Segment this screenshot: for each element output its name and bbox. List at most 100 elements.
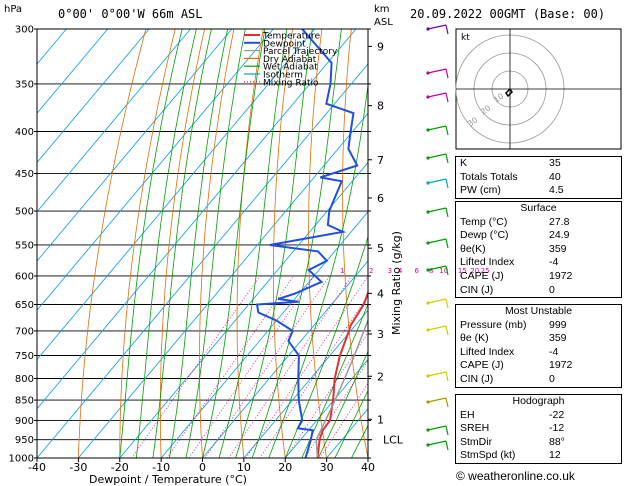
- axes: 1 2 3 4 6 8 10 15 20 2530035040045050055060065070…: [9, 25, 490, 475]
- wind-barb-flag: [445, 425, 449, 436]
- hodo-row: EH -22: [460, 408, 565, 421]
- surface-row: Dewp (°C) 24.9: [460, 229, 570, 242]
- wind-barbs: [426, 24, 449, 451]
- wet-adiabat: [334, 389, 368, 458]
- wind-barb-flag: [445, 238, 449, 249]
- pressure-tick-label: 800: [15, 374, 34, 385]
- surface-table: Surface Temp (°C) 27.8 Dewp (°C) 24.9 θe(K…: [455, 201, 622, 299]
- mu-row: Pressure (mb) 999: [460, 318, 567, 331]
- wind-barb: [427, 207, 447, 213]
- wind-barb-flag: [445, 24, 449, 35]
- x-tick-label: 20: [278, 461, 292, 474]
- index-row: K 35: [460, 157, 561, 169]
- mixing-ratio-label: 4: [398, 267, 403, 275]
- pressure-tick-label: 300: [15, 25, 34, 36]
- wet-adiabat: [284, 235, 368, 458]
- wind-barb-base: [426, 328, 430, 332]
- mixing-ratio-line: [228, 275, 353, 458]
- wet-adiabat: [268, 82, 368, 458]
- wind-barb: [427, 397, 447, 403]
- mixing-ratio-label: 1: [340, 267, 344, 275]
- mixing-ratio-line: [166, 275, 294, 458]
- legend-label: Wet Adiabat: [263, 63, 318, 73]
- wind-barb-flag: [445, 397, 449, 408]
- most-unstable-title: Most Unstable: [504, 305, 573, 317]
- pressure-tick-label: 900: [15, 416, 34, 427]
- hodo-row: SREH -12: [460, 422, 565, 435]
- mu-row: θe (K) 359: [460, 332, 567, 345]
- wind-barb-base: [426, 443, 430, 447]
- x-tick-label: -20: [111, 461, 129, 474]
- wet-adiabat: [135, 29, 197, 458]
- legend-label: Parcel Trajectory: [263, 47, 338, 57]
- km-tick-label: 4: [377, 287, 384, 300]
- wind-barb: [427, 298, 447, 304]
- km-tick-label: 7: [377, 154, 384, 167]
- location-header: 0°00' 0°00'W 66m ASL: [58, 7, 203, 21]
- wind-barb-base: [426, 181, 430, 185]
- y-axis-right-title: Mixing Ratio (g/kg): [390, 231, 403, 335]
- wind-barb-flag: [445, 92, 449, 103]
- credit-text: © weatheronline.co.uk: [456, 469, 575, 483]
- wet-adiabat: [152, 29, 212, 458]
- dry-adiabat: [199, 29, 235, 458]
- km-tick-label: 1: [377, 413, 384, 426]
- x-tick-label: 40: [361, 461, 375, 474]
- wind-barb-flag: [445, 153, 449, 164]
- isotherm-line: [243, 309, 368, 458]
- legend-label: Temperature: [262, 32, 320, 42]
- mixing-ratio-label: 10: [439, 267, 448, 275]
- pressure-tick-label: 500: [15, 207, 34, 218]
- wind-barb-base: [426, 210, 430, 214]
- indices-table: K 35 Totals Totals 40 PW (cm) 4.5: [455, 156, 622, 199]
- pressure-tick-label: 350: [15, 79, 34, 90]
- surface-title: Surface: [520, 202, 557, 214]
- surface-row: Temp (°C) 27.8: [460, 215, 570, 228]
- wind-barb-flag: [445, 298, 449, 309]
- hpa-label: hPa: [4, 4, 22, 15]
- dry-adiabat: [159, 29, 205, 458]
- wind-barb: [427, 68, 447, 74]
- wind-barb-base: [426, 428, 430, 432]
- wind-barb-flag: [445, 178, 449, 189]
- hodograph-title: Hodograph: [512, 395, 565, 407]
- wind-barb: [427, 238, 447, 244]
- most-unstable-table: Most Unstable Pressure (mb) 999 θe (K) 359…: [455, 304, 622, 388]
- km-tick-label: 2: [377, 370, 384, 383]
- wind-barb-flag: [445, 207, 449, 218]
- wind-barb: [427, 92, 447, 98]
- wet-adiabat: [169, 29, 228, 458]
- index-row: PW (cm) 4.5: [460, 184, 564, 197]
- pressure-tick-label: 950: [15, 435, 34, 446]
- wet-adiabat: [251, 29, 342, 458]
- wind-barb-flag: [445, 325, 449, 336]
- mixing-ratio-line: [204, 275, 330, 458]
- pressure-tick-label: 450: [15, 169, 34, 180]
- hodograph-ring-label: 30: [466, 115, 480, 128]
- wind-barb-flag: [445, 68, 449, 79]
- isotherm-line: [119, 161, 368, 458]
- parcel-trajectory-line: [315, 318, 368, 458]
- isotherm-line: [37, 29, 109, 114]
- hodo-row: StmSpd (kt) 12: [460, 449, 561, 462]
- wind-barb-flag: [445, 371, 449, 382]
- km-tick-label: 8: [377, 100, 384, 113]
- km-tick-label: 5: [377, 242, 384, 255]
- hodograph-ring-label: 20: [479, 103, 493, 116]
- temperature-line: [316, 290, 368, 458]
- wet-adiabat: [202, 29, 266, 458]
- legend-label: Dewpoint: [263, 39, 306, 49]
- wind-barb-base: [426, 27, 430, 31]
- isotherm-line: [202, 260, 368, 458]
- wind-barb-flag: [445, 440, 449, 451]
- surface-row: θe(K) 359: [460, 242, 567, 255]
- wind-barb-base: [426, 156, 430, 160]
- pressure-tick-label: 400: [15, 127, 34, 138]
- mixing-ratio-label: 3: [388, 267, 392, 275]
- mu-row: CIN (J) 0: [460, 372, 555, 385]
- hodograph-ring-label: 10: [492, 91, 506, 104]
- mu-row: CAPE (J) 1972: [460, 359, 573, 372]
- km-tick-label: 3: [377, 328, 384, 341]
- surface-row: CAPE (J) 1972: [460, 269, 573, 282]
- asl-label: ASL: [374, 17, 393, 28]
